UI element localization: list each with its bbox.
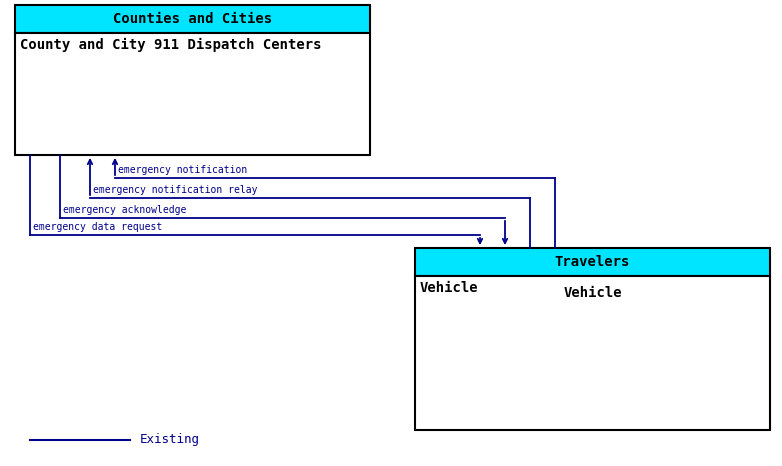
Text: County and City 911 Dispatch Centers: County and City 911 Dispatch Centers: [20, 38, 321, 52]
Text: Vehicle: Vehicle: [420, 281, 479, 295]
Text: emergency notification relay: emergency notification relay: [93, 185, 257, 195]
Text: Existing: Existing: [140, 433, 200, 446]
Text: Travelers: Travelers: [554, 255, 630, 269]
Bar: [415, 248, 770, 276]
Bar: [15, 5, 370, 33]
Text: emergency acknowledge: emergency acknowledge: [63, 205, 186, 215]
Bar: [15, 33, 370, 155]
Text: Vehicle: Vehicle: [563, 286, 622, 300]
Text: emergency data request: emergency data request: [33, 222, 162, 232]
Text: Counties and Cities: Counties and Cities: [113, 12, 272, 26]
Text: emergency notification: emergency notification: [118, 165, 247, 175]
Bar: [415, 276, 770, 430]
